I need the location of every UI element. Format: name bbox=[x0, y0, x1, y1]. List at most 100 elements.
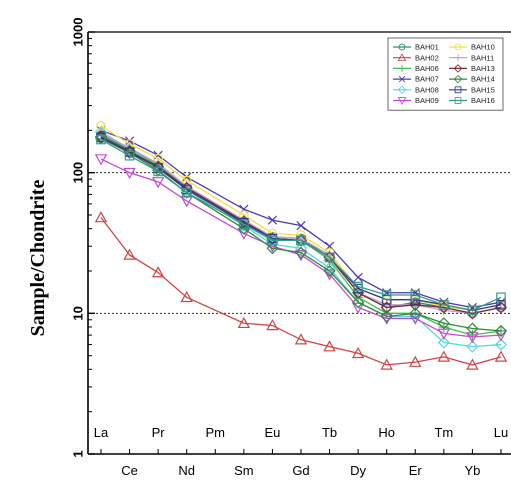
legend-label: BAH02 bbox=[415, 53, 439, 62]
x-tick-label: Ho bbox=[378, 425, 395, 440]
legend-item-bah15: BAH15 bbox=[449, 85, 495, 94]
data-point bbox=[466, 340, 479, 353]
legend-swatch-marker bbox=[453, 74, 463, 84]
data-point bbox=[267, 235, 278, 246]
legend-label: BAH07 bbox=[415, 75, 439, 84]
y-tick-label: 1000 bbox=[70, 18, 85, 47]
data-point bbox=[266, 242, 279, 255]
series-line bbox=[100, 129, 502, 309]
legend-item-bah10: BAH10 bbox=[449, 43, 495, 52]
x-tick-label: La bbox=[94, 425, 109, 440]
legend-item-bah08: BAH08 bbox=[393, 85, 439, 94]
data-point bbox=[153, 166, 163, 177]
legend-label: BAH11 bbox=[471, 53, 494, 62]
legend-swatch-marker bbox=[397, 53, 407, 62]
data-point bbox=[96, 134, 106, 145]
data-point bbox=[496, 292, 506, 303]
data-point bbox=[237, 316, 251, 329]
legend-item-bah09: BAH09 bbox=[393, 96, 439, 105]
data-point bbox=[437, 350, 451, 362]
data-point bbox=[351, 302, 365, 314]
data-point bbox=[466, 358, 479, 370]
data-point bbox=[409, 313, 422, 325]
y-tick-label: 100 bbox=[70, 162, 85, 184]
data-point bbox=[123, 248, 136, 260]
data-point bbox=[380, 310, 393, 323]
x-tick-label: Eu bbox=[264, 425, 280, 440]
data-point bbox=[380, 301, 393, 314]
legend-label: BAH10 bbox=[471, 43, 495, 52]
x-tick-label: Yb bbox=[464, 463, 480, 478]
series-layer bbox=[94, 121, 508, 370]
legend-item-bah16: BAH16 bbox=[449, 96, 495, 105]
series-bah02 bbox=[94, 211, 508, 370]
data-point bbox=[467, 305, 478, 316]
data-point bbox=[323, 261, 336, 275]
legend-swatch-marker bbox=[454, 54, 462, 62]
data-point bbox=[496, 299, 506, 310]
data-point bbox=[380, 358, 393, 370]
legend-label: BAH01 bbox=[415, 43, 439, 52]
data-point bbox=[324, 252, 335, 263]
series-bah16 bbox=[96, 134, 506, 316]
legend-label: BAH06 bbox=[415, 64, 439, 73]
legend-item-bah13: BAH13 bbox=[449, 64, 495, 73]
legend-label: BAH14 bbox=[471, 75, 495, 84]
legend-item-bah11: BAH11 bbox=[449, 53, 494, 62]
data-point bbox=[323, 340, 336, 352]
x-tick-label: Dy bbox=[350, 463, 366, 478]
legend-swatch-marker bbox=[454, 86, 462, 94]
data-point bbox=[352, 296, 365, 309]
x-tick-label: Gd bbox=[292, 463, 309, 478]
data-point bbox=[294, 246, 308, 259]
x-tick-label: Tb bbox=[322, 425, 337, 440]
plot-layer: 1 10 100 1000 La Ce Pr Nd Pm Sm Eu Gd Tb Dy Ho Er Tm Yb Lu bbox=[70, 18, 511, 478]
data-point bbox=[381, 290, 392, 300]
data-point bbox=[296, 221, 306, 231]
series-bah10 bbox=[96, 121, 506, 316]
x-tick-label: Pr bbox=[152, 425, 166, 440]
data-point bbox=[153, 150, 163, 160]
data-point bbox=[181, 187, 192, 198]
data-point bbox=[267, 215, 278, 225]
legend-label: BAH15 bbox=[471, 85, 495, 94]
data-point bbox=[466, 307, 479, 320]
data-point bbox=[151, 266, 165, 278]
x-tick-label: Lu bbox=[494, 425, 508, 440]
x-tick-label: Nd bbox=[178, 463, 195, 478]
legend-item-bah02: BAH02 bbox=[393, 53, 439, 62]
data-point bbox=[351, 346, 365, 359]
data-point bbox=[239, 219, 249, 230]
legend-label: BAH09 bbox=[415, 96, 439, 105]
data-point bbox=[323, 264, 336, 278]
data-point bbox=[466, 322, 479, 335]
legend-swatch-marker bbox=[453, 64, 463, 73]
y-axis-label: Sample/Chondrite bbox=[27, 180, 49, 337]
data-point bbox=[409, 307, 422, 320]
legend-label: BAH08 bbox=[415, 85, 439, 94]
x-tick-label: Sm bbox=[234, 463, 254, 478]
data-point bbox=[409, 298, 422, 311]
legend-swatch-marker bbox=[398, 64, 406, 73]
data-point bbox=[437, 336, 450, 349]
data-point bbox=[410, 290, 421, 300]
legend-swatch-marker bbox=[398, 43, 406, 51]
data-point bbox=[182, 172, 192, 182]
data-point bbox=[353, 281, 363, 292]
x-tick-label: Er bbox=[409, 463, 423, 478]
data-point bbox=[353, 272, 363, 283]
legend-item-bah14: BAH14 bbox=[449, 75, 495, 84]
legend-item-bah01: BAH01 bbox=[393, 43, 439, 52]
data-point bbox=[296, 235, 306, 246]
legend-label: BAH16 bbox=[471, 96, 495, 105]
legend-swatch-marker bbox=[398, 75, 406, 83]
data-point bbox=[266, 319, 279, 331]
data-point bbox=[94, 211, 108, 223]
data-point bbox=[437, 317, 450, 330]
data-point bbox=[180, 290, 193, 303]
data-point bbox=[494, 324, 508, 337]
x-tick-label: Ce bbox=[121, 463, 138, 478]
x-tick-label: Pm bbox=[206, 425, 226, 440]
